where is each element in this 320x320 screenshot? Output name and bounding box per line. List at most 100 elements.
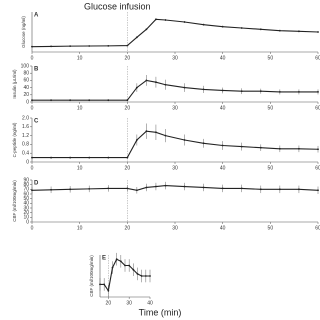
x-tick-label: 50 — [268, 105, 274, 111]
x-tick-label: 60 — [315, 105, 320, 111]
y-tick-label: 80 — [23, 71, 29, 77]
x-tick-label: 0 — [31, 225, 34, 231]
data-point — [259, 28, 262, 31]
data-point — [202, 186, 205, 189]
data-point — [164, 184, 167, 187]
x-tick-label: 50 — [268, 55, 274, 61]
data-point — [50, 99, 52, 102]
y-tick-label: 0 — [26, 99, 29, 105]
data-point — [145, 130, 148, 133]
data-point — [202, 88, 205, 91]
data-point — [298, 91, 300, 93]
data-point — [145, 28, 148, 31]
data-point — [103, 283, 106, 286]
y-tick-label: 100 — [21, 63, 30, 69]
data-point — [135, 189, 138, 192]
data-line — [31, 185, 319, 191]
x-tick-label: 40 — [147, 300, 153, 306]
y-tick-label: 0.8 — [22, 142, 29, 148]
data-point — [240, 27, 243, 29]
x-tick-label: 30 — [126, 300, 132, 306]
data-point — [88, 45, 91, 47]
y-tick-label: 80 — [23, 182, 29, 188]
data-point — [155, 185, 157, 188]
x-tick-label: 40 — [220, 165, 226, 171]
data-point — [50, 45, 52, 48]
y-tick-label: 40 — [23, 85, 29, 91]
y-tick-label: 30 — [23, 205, 29, 211]
data-point — [99, 283, 101, 286]
data-point — [107, 156, 110, 159]
data-point — [126, 44, 129, 47]
data-point — [317, 148, 319, 151]
data-point — [31, 189, 33, 192]
x-tick-label: 0 — [31, 105, 34, 111]
data-point — [88, 99, 91, 102]
data-point — [69, 99, 72, 102]
data-point — [240, 90, 243, 93]
panel-letter: C — [34, 119, 39, 125]
data-line — [32, 130, 319, 159]
data-point — [124, 264, 126, 267]
panel-letter: A — [34, 13, 39, 19]
data-point — [132, 268, 135, 271]
data-point — [69, 45, 72, 48]
x-tick-label: 40 — [220, 105, 226, 111]
data-point — [278, 91, 281, 93]
data-point — [221, 144, 224, 147]
data-line — [31, 18, 319, 48]
data-point — [145, 186, 148, 189]
data-point — [221, 89, 224, 92]
data-point — [50, 156, 52, 159]
data-point — [31, 156, 33, 159]
panel-letter: B — [34, 67, 39, 73]
x-tick-label: 0 — [31, 165, 34, 171]
y-tick-label: 2.0 — [22, 115, 29, 121]
data-point — [240, 145, 243, 148]
data-point — [298, 188, 300, 191]
x-tick-label: 20 — [125, 225, 131, 231]
data-point — [164, 19, 167, 21]
data-point — [221, 187, 224, 190]
x-tick-label: 10 — [77, 165, 83, 171]
data-point — [202, 23, 205, 26]
y-tick-label: 1.6 — [22, 124, 29, 130]
y-tick-label: 0 — [26, 159, 29, 165]
x-tick-label: 40 — [220, 55, 226, 61]
y-axis-label: Glucose (ng/ml) — [21, 16, 26, 48]
data-point — [202, 142, 205, 145]
data-point — [183, 185, 186, 188]
y-tick-label: 90 — [23, 177, 29, 183]
data-point — [183, 139, 186, 141]
data-point — [135, 139, 138, 141]
x-tick-label: 20 — [106, 300, 112, 306]
x-tick-label: 30 — [172, 165, 178, 171]
x-tick-label: 30 — [172, 55, 178, 61]
data-point — [126, 99, 129, 102]
data-point — [278, 188, 281, 191]
data-point — [278, 147, 281, 150]
data-point — [31, 99, 33, 102]
y-tick-label: 20 — [23, 210, 29, 216]
x-tick-label: 30 — [172, 225, 178, 231]
data-point — [88, 187, 91, 190]
y-tick-label: 40 — [23, 201, 29, 207]
x-tick-label: 50 — [268, 225, 274, 231]
data-point — [298, 30, 300, 33]
data-point — [317, 31, 319, 33]
data-point — [119, 260, 122, 263]
data-point — [259, 188, 262, 191]
data-point — [155, 18, 157, 21]
x-tick-label: 40 — [220, 225, 226, 231]
y-tick-label: 20 — [23, 92, 29, 98]
data-point — [126, 156, 129, 159]
x-tick-label: 20 — [125, 165, 131, 171]
x-tick-label: 10 — [77, 55, 83, 61]
x-axis-label: Time (min) — [139, 307, 182, 317]
data-point — [145, 79, 148, 82]
data-point — [149, 275, 151, 277]
data-point — [107, 187, 110, 190]
data-point — [155, 81, 157, 84]
x-tick-label: 0 — [31, 55, 34, 61]
